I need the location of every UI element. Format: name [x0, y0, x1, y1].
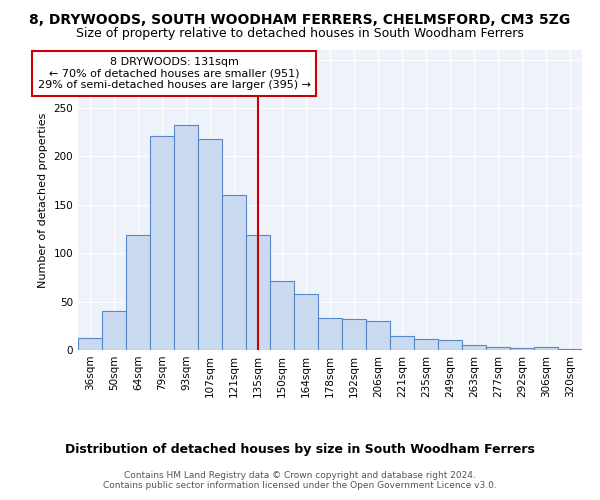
Bar: [270, 282, 294, 350]
Bar: [126, 235, 150, 350]
Bar: [318, 318, 342, 350]
Bar: [558, 349, 582, 350]
Bar: [342, 319, 366, 350]
Bar: [486, 347, 510, 350]
Bar: [510, 348, 534, 350]
Text: Distribution of detached houses by size in South Woodham Ferrers: Distribution of detached houses by size …: [65, 442, 535, 456]
Bar: [366, 321, 390, 350]
Text: 8 DRYWOODS: 131sqm
← 70% of detached houses are smaller (951)
29% of semi-detach: 8 DRYWOODS: 131sqm ← 70% of detached hou…: [37, 57, 311, 90]
Bar: [222, 195, 246, 350]
Bar: [534, 347, 558, 350]
Bar: [246, 235, 270, 350]
Text: Contains HM Land Registry data © Crown copyright and database right 2024.
Contai: Contains HM Land Registry data © Crown c…: [103, 470, 497, 490]
Y-axis label: Number of detached properties: Number of detached properties: [38, 112, 48, 288]
Bar: [174, 126, 198, 350]
Bar: [390, 336, 414, 350]
Bar: [198, 139, 222, 350]
Bar: [438, 340, 462, 350]
Bar: [294, 294, 318, 350]
Bar: [462, 345, 486, 350]
Text: 8, DRYWOODS, SOUTH WOODHAM FERRERS, CHELMSFORD, CM3 5ZG: 8, DRYWOODS, SOUTH WOODHAM FERRERS, CHEL…: [29, 12, 571, 26]
Bar: [414, 340, 438, 350]
Bar: [78, 338, 102, 350]
Bar: [102, 312, 126, 350]
Bar: [150, 136, 174, 350]
Text: Size of property relative to detached houses in South Woodham Ferrers: Size of property relative to detached ho…: [76, 28, 524, 40]
